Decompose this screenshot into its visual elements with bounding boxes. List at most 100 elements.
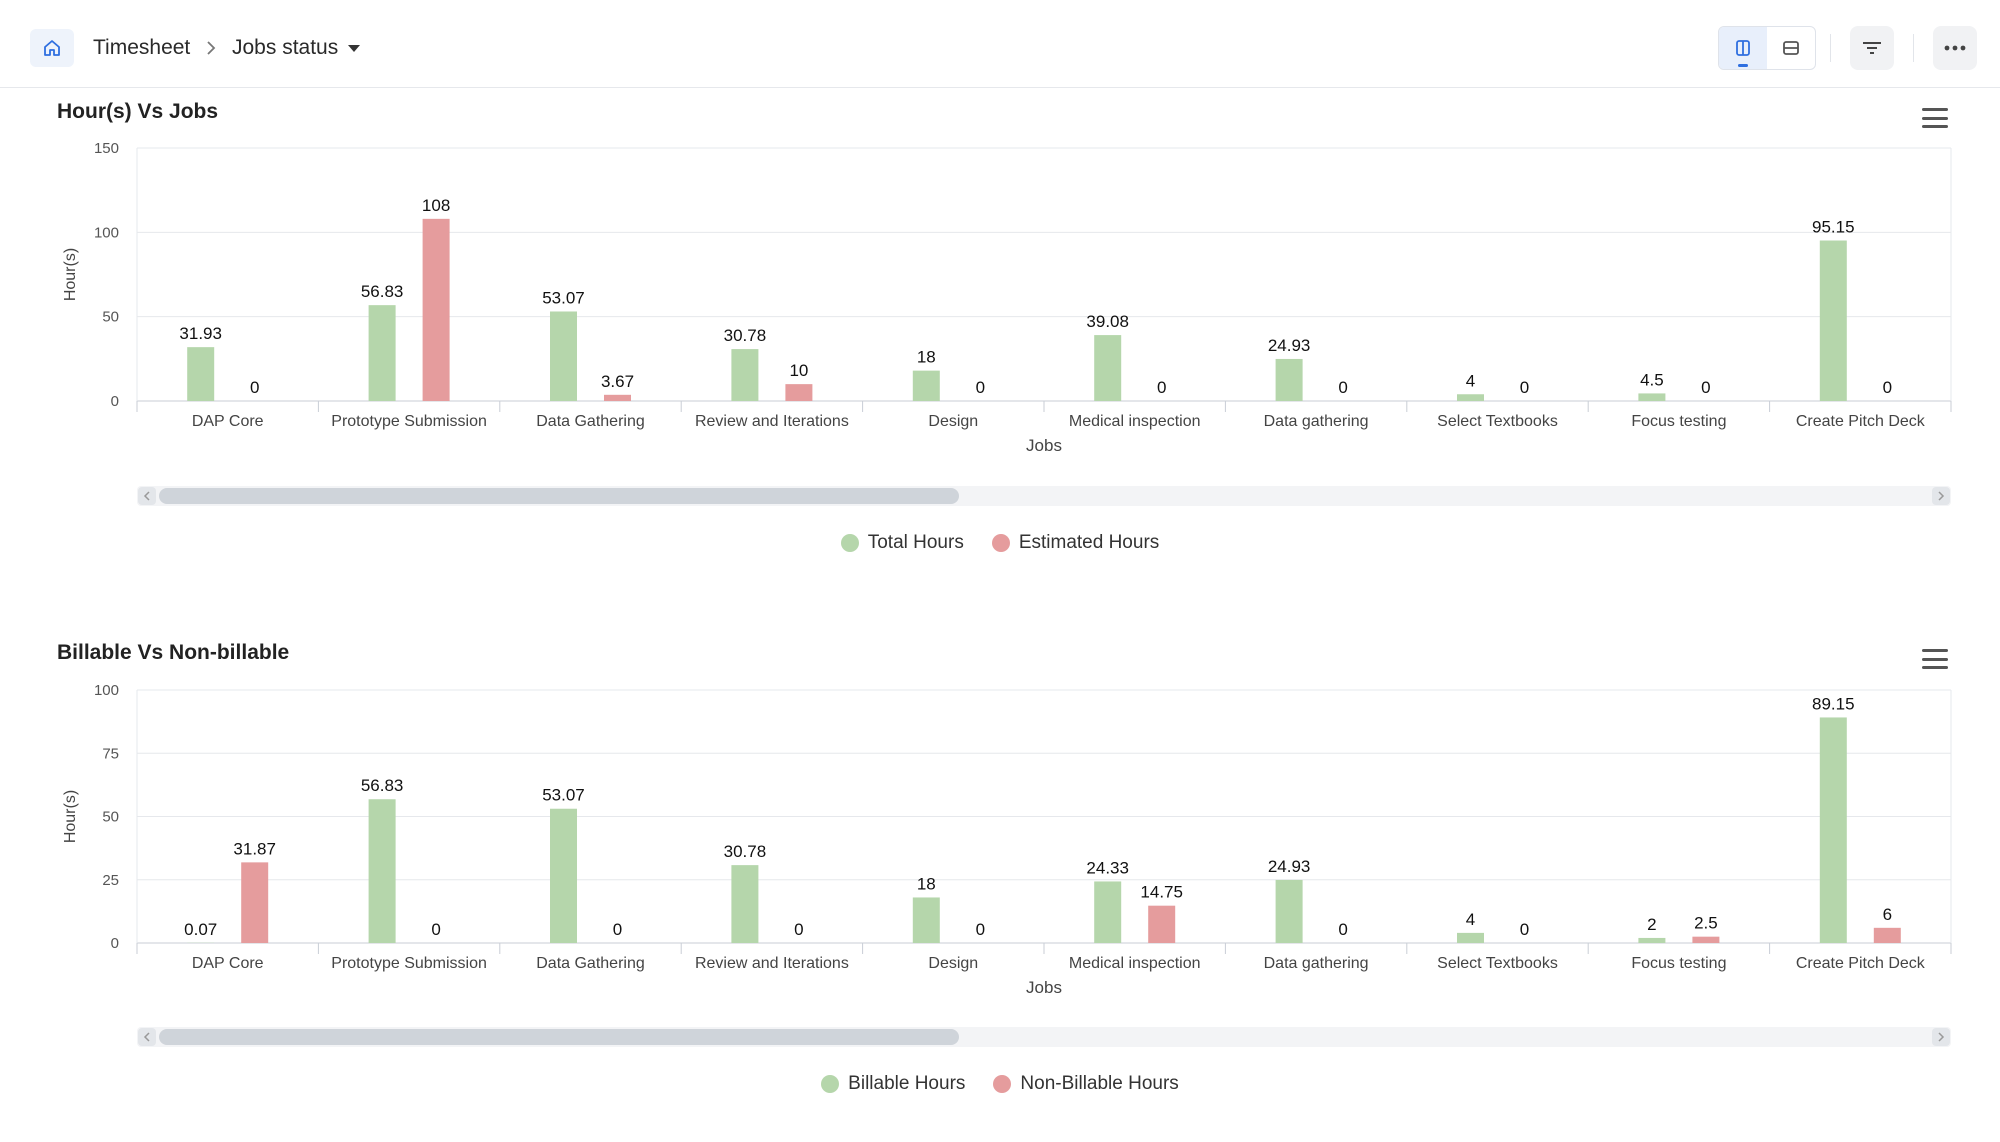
legend-label: Non-Billable Hours — [1020, 1073, 1179, 1094]
menu-icon — [1922, 649, 1948, 652]
bar — [1148, 905, 1176, 943]
scroll-thumb[interactable] — [159, 488, 959, 504]
scroll-right-arrow[interactable] — [1932, 1028, 1950, 1046]
x-tick-label: Create Pitch Deck — [1796, 955, 1926, 972]
chart-legend: Billable Hours Non-Billable Hours — [0, 1073, 2000, 1095]
x-tick-label: Data gathering — [1264, 955, 1369, 972]
bar — [731, 349, 759, 401]
bar — [550, 808, 577, 943]
chart-menu-button[interactable] — [1922, 108, 1948, 128]
legend-item-non-billable-hours[interactable]: Non-Billable Hours — [993, 1073, 1179, 1095]
data-label: 4 — [1466, 371, 1475, 390]
bar — [1819, 717, 1847, 943]
legend-label: Total Hours — [867, 532, 964, 553]
toolbar-divider — [1913, 34, 1914, 62]
legend-item-billable-hours[interactable]: Billable Hours — [821, 1073, 965, 1095]
legend-label: Billable Hours — [848, 1073, 966, 1094]
y-axis-title: Hour(s) — [62, 790, 79, 843]
chart-title-hours-vs-jobs: Hour(s) Vs Jobs — [57, 100, 219, 123]
legend-label: Estimated Hours — [1018, 532, 1160, 553]
legend-dot — [993, 1075, 1012, 1093]
data-label: 56.83 — [361, 776, 404, 795]
more-horizontal-icon — [1944, 45, 1966, 51]
data-label: 24.93 — [1268, 857, 1311, 876]
caret-down-icon — [348, 44, 361, 52]
bar — [241, 862, 269, 943]
data-label: 30.78 — [724, 326, 767, 345]
data-label: 0 — [976, 920, 985, 939]
data-label: 4.5 — [1640, 370, 1664, 389]
chevron-right-icon — [202, 34, 220, 62]
x-tick-label: DAP Core — [192, 955, 264, 972]
x-tick-label: DAP Core — [192, 413, 264, 430]
data-label: 0 — [1338, 920, 1347, 939]
bar — [1275, 879, 1303, 943]
scroll-left-arrow[interactable] — [138, 487, 156, 505]
chevron-right-icon — [1938, 1032, 1945, 1042]
columns-icon — [1736, 40, 1750, 56]
row-view-button[interactable] — [1767, 27, 1815, 69]
bar — [604, 394, 631, 401]
data-label: 0 — [1520, 920, 1529, 939]
bar — [1638, 937, 1666, 943]
data-label: 95.15 — [1812, 218, 1855, 237]
scroll-right-arrow[interactable] — [1932, 487, 1950, 505]
bar — [368, 305, 396, 401]
bar — [1457, 394, 1484, 401]
jobs-status-dropdown[interactable]: Jobs status — [232, 34, 361, 62]
data-label: 14.75 — [1140, 883, 1183, 902]
bar — [1819, 240, 1847, 401]
chart-menu-button[interactable] — [1922, 649, 1948, 669]
y-tick-label: 50 — [102, 809, 119, 826]
bar — [912, 897, 940, 943]
chevron-left-icon — [143, 1032, 150, 1042]
x-tick-label: Prototype Submission — [331, 413, 487, 430]
scroll-left-arrow[interactable] — [138, 1028, 156, 1046]
more-options-button[interactable] — [1933, 26, 1977, 70]
y-tick-label: 75 — [102, 745, 119, 762]
home-button[interactable] — [30, 29, 74, 67]
data-label: 3.67 — [601, 372, 634, 391]
breadcrumb-timesheet[interactable]: Timesheet — [93, 36, 191, 59]
chart-scrollbar[interactable] — [137, 486, 1951, 506]
data-label: 0 — [1338, 378, 1347, 397]
bar — [187, 347, 215, 401]
x-tick-label: Focus testing — [1631, 413, 1726, 430]
data-label: 0 — [1520, 378, 1529, 397]
x-tick-label: Data Gathering — [536, 955, 645, 972]
data-label: 53.07 — [542, 786, 585, 805]
bar — [1094, 881, 1122, 943]
data-label: 2.5 — [1694, 914, 1718, 933]
x-tick-label: Medical inspection — [1069, 413, 1201, 430]
chevron-right-icon — [1938, 491, 1945, 501]
x-tick-label: Data Gathering — [536, 413, 645, 430]
top-bar: Timesheet Jobs status — [0, 0, 2000, 88]
filter-icon — [1863, 42, 1881, 54]
legend-item-total-hours[interactable]: Total Hours — [840, 532, 964, 554]
home-icon — [44, 40, 60, 56]
chart-scrollbar[interactable] — [137, 1027, 1951, 1047]
x-tick-label: Data gathering — [1264, 413, 1369, 430]
y-tick-label: 25 — [102, 872, 119, 889]
scroll-thumb[interactable] — [159, 1029, 959, 1045]
x-tick-label: Select Textbooks — [1437, 413, 1558, 430]
data-label: 24.93 — [1268, 336, 1311, 355]
data-label: 0 — [250, 378, 259, 397]
data-label: 18 — [917, 874, 936, 893]
x-tick-label: Focus testing — [1631, 955, 1726, 972]
data-label: 2 — [1647, 915, 1656, 934]
data-label: 0.07 — [184, 920, 217, 939]
bar — [912, 370, 940, 401]
jobs-status-label: Jobs status — [232, 36, 339, 59]
bar — [785, 384, 813, 401]
legend-item-estimated-hours[interactable]: Estimated Hours — [991, 532, 1160, 554]
y-tick-label: 0 — [111, 393, 119, 410]
filter-button[interactable] — [1850, 26, 1894, 70]
x-axis-title: Jobs — [1026, 978, 1062, 997]
column-view-button[interactable] — [1719, 27, 1767, 69]
toolbar-divider — [1830, 34, 1831, 62]
x-tick-label: Review and Iterations — [695, 413, 849, 430]
chart-title-billable-vs-non-billable: Billable Vs Non-billable — [57, 641, 290, 664]
data-label: 18 — [917, 348, 936, 367]
